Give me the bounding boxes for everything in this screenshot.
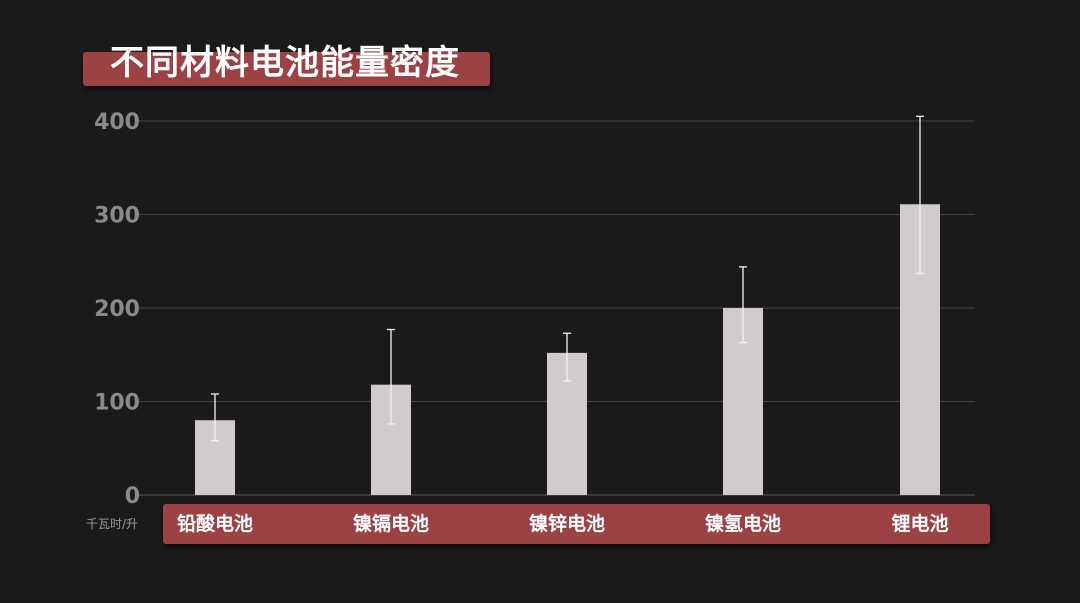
category-axis-banner — [163, 504, 990, 544]
chart-title: 不同材料电池能量密度 — [110, 43, 460, 83]
y-tick-label: 0 — [125, 484, 140, 509]
y-tick-label: 200 — [94, 297, 140, 322]
y-tick-label: 400 — [94, 110, 140, 135]
y-tick-label: 300 — [94, 204, 140, 229]
category-label: 镍锌电池 — [529, 512, 605, 535]
category-label: 镍氢电池 — [705, 512, 781, 535]
unit-label: 千瓦时/升 — [86, 517, 139, 531]
category-label: 锂电池 — [891, 512, 948, 535]
y-tick-label: 100 — [94, 391, 140, 416]
category-label: 铅酸电池 — [177, 512, 253, 535]
title-banner — [83, 52, 490, 86]
category-label: 镍镉电池 — [353, 512, 429, 535]
